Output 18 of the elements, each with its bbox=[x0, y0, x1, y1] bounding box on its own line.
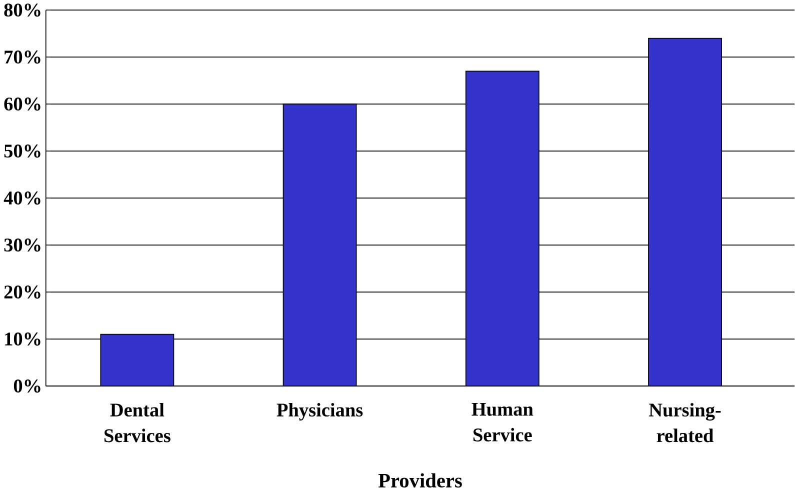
x-axis-title: Providers bbox=[378, 473, 462, 488]
x-tick-label: Nursing-related bbox=[648, 402, 721, 442]
x-tick-label: Dental Services bbox=[104, 402, 170, 442]
y-tick-label: 10% bbox=[5, 332, 40, 346]
y-tick-label: 70% bbox=[4, 50, 40, 64]
y-tick-label: 30% bbox=[4, 238, 40, 252]
y-tick-label: 20% bbox=[4, 286, 40, 299]
x-tick-label: Human Service bbox=[472, 402, 534, 442]
y-tick-label: 40% bbox=[4, 192, 40, 205]
y-tick-label: 60% bbox=[4, 98, 40, 111]
x-tick-label: Physicians bbox=[276, 402, 363, 420]
bar bbox=[100, 334, 174, 386]
bar bbox=[648, 38, 722, 386]
y-tick-label: 80% bbox=[4, 4, 40, 17]
y-tick-label: 0% bbox=[14, 379, 40, 393]
bar bbox=[282, 104, 357, 386]
y-tick-label: 50% bbox=[4, 144, 40, 158]
bar bbox=[465, 70, 540, 386]
